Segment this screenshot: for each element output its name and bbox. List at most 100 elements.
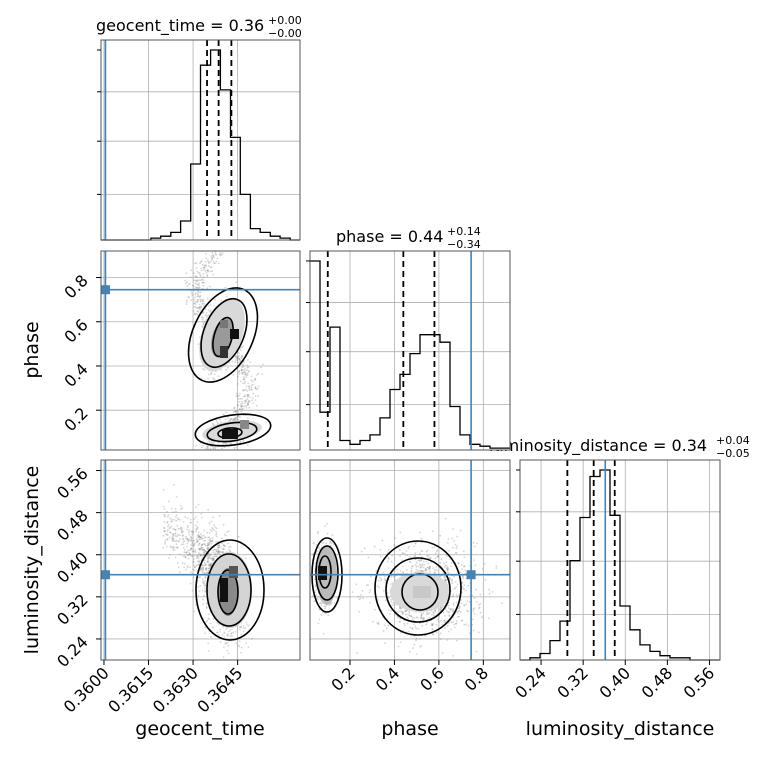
sample-point xyxy=(240,646,243,649)
sample-point xyxy=(217,262,220,265)
sample-point xyxy=(243,389,246,392)
sample-point xyxy=(199,553,202,556)
sample-point xyxy=(243,373,246,376)
sample-point xyxy=(415,568,418,571)
sample-point xyxy=(191,533,194,536)
panel-1-1 xyxy=(309,250,511,451)
sample-point xyxy=(174,532,177,535)
sample-point xyxy=(235,281,237,284)
sample-point xyxy=(190,511,193,514)
sample-point xyxy=(195,275,198,278)
sample-point xyxy=(236,416,239,419)
sample-point xyxy=(209,540,212,543)
sample-point xyxy=(238,358,241,360)
sample-point xyxy=(176,546,179,548)
sample-point xyxy=(455,622,457,625)
sample-point xyxy=(203,305,205,307)
sample-point xyxy=(176,517,179,520)
sample-point xyxy=(399,531,402,534)
sample-point xyxy=(208,541,211,544)
sample-point xyxy=(236,359,239,362)
sample-point xyxy=(202,367,205,370)
sample-point xyxy=(428,612,431,614)
sample-point xyxy=(190,571,193,574)
sample-point xyxy=(207,262,210,264)
sample-point xyxy=(217,634,220,637)
sample-point xyxy=(209,557,212,560)
sample-point xyxy=(237,394,240,397)
sample-point xyxy=(231,360,234,363)
sample-point xyxy=(243,370,246,373)
sample-point xyxy=(242,389,245,392)
sample-point xyxy=(225,295,228,298)
sample-point xyxy=(385,627,388,630)
contour-outer xyxy=(194,413,272,447)
sample-point xyxy=(199,336,201,338)
sample-point xyxy=(213,373,216,376)
sample-point xyxy=(234,354,237,357)
sample-point xyxy=(195,312,198,315)
sample-point xyxy=(195,527,198,530)
sample-point xyxy=(387,558,390,561)
sample-point xyxy=(208,563,211,566)
sample-point xyxy=(434,552,437,555)
panel-background xyxy=(101,460,300,660)
sample-point xyxy=(242,376,245,378)
sample-point xyxy=(186,542,189,545)
sample-point xyxy=(219,418,222,421)
sample-point xyxy=(241,373,244,375)
sample-point xyxy=(196,541,199,544)
sample-point xyxy=(201,537,204,540)
sample-point xyxy=(433,571,436,574)
sample-point xyxy=(202,284,205,287)
sample-point xyxy=(208,555,211,558)
sample-point xyxy=(204,587,206,590)
sample-point xyxy=(206,446,209,448)
sample-point xyxy=(202,316,204,319)
sample-point xyxy=(208,617,211,620)
sample-point xyxy=(228,546,230,549)
sample-point xyxy=(243,400,246,402)
sample-point xyxy=(186,528,189,531)
sample-point xyxy=(244,381,247,383)
sample-point xyxy=(214,534,217,536)
sample-point xyxy=(174,556,177,559)
sample-point xyxy=(186,545,188,548)
sample-point xyxy=(245,376,248,378)
sample-point xyxy=(204,308,207,310)
sample-point xyxy=(217,375,220,378)
sample-point xyxy=(242,395,245,398)
sample-point xyxy=(235,356,238,359)
sample-point xyxy=(195,267,198,270)
sample-point xyxy=(193,518,195,520)
sample-point xyxy=(205,567,208,569)
sample-point xyxy=(465,623,468,626)
sample-point xyxy=(194,550,196,553)
sample-point xyxy=(209,565,211,568)
sample-point xyxy=(459,611,462,613)
sample-point xyxy=(251,399,253,402)
sample-point xyxy=(399,620,401,623)
sample-point xyxy=(501,602,503,604)
sample-point xyxy=(244,368,246,370)
sample-point xyxy=(233,407,235,410)
sample-point xyxy=(241,355,243,357)
sample-point xyxy=(209,266,212,268)
sample-point xyxy=(419,531,421,534)
sample-point xyxy=(206,544,209,547)
sample-point xyxy=(240,369,243,372)
sample-point xyxy=(197,290,199,292)
sample-point xyxy=(192,568,194,570)
sample-point xyxy=(226,417,229,419)
sample-point xyxy=(208,440,210,443)
sample-point xyxy=(236,357,239,360)
contour-inner xyxy=(212,316,234,358)
sample-point xyxy=(247,366,250,369)
sample-point xyxy=(244,627,247,629)
sample-point xyxy=(408,612,411,615)
x-tick-label: 0.3615 xyxy=(104,663,157,716)
sample-point xyxy=(216,535,218,538)
sample-point xyxy=(478,631,480,634)
sample-point xyxy=(189,553,192,555)
sample-point xyxy=(240,406,243,408)
